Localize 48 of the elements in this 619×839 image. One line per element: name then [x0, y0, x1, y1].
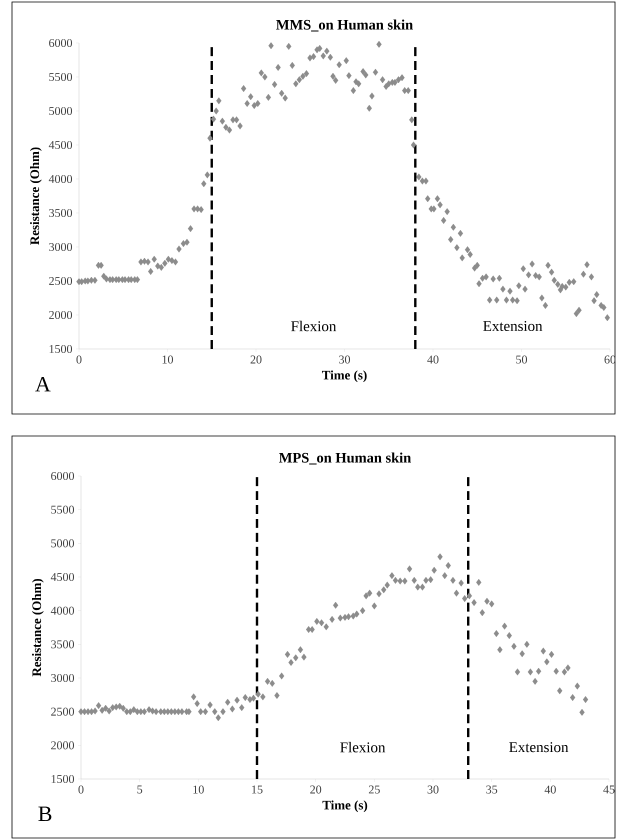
x-tick-label: 40: [427, 355, 438, 364]
y-tick-label: 2500: [50, 708, 74, 716]
annotation: Flexion: [340, 742, 386, 752]
x-tick-label: 40: [544, 786, 556, 794]
chart-title: MPS_on Human skin: [278, 452, 411, 465]
y-tick-label: 4500: [48, 140, 72, 150]
annotation: Flexion: [290, 320, 336, 332]
x-tick-label: 45: [603, 786, 614, 794]
text: B: [38, 806, 52, 822]
x-tick-label: 10: [193, 786, 204, 794]
x-tick-label: 5: [137, 786, 142, 794]
y-tick-label: 5500: [49, 72, 72, 82]
text: A: [35, 376, 51, 392]
x-tick-label: 20: [250, 355, 262, 364]
y-tick-label: 4500: [50, 572, 74, 582]
y-tick-label: 3000: [51, 674, 74, 682]
y-tick-label: 6000: [50, 472, 74, 480]
y-tick-label: 4000: [48, 174, 72, 184]
x-tick-label: 0: [76, 355, 82, 364]
y-tick-label: 3000: [49, 242, 72, 252]
y-tick-label: 6000: [48, 38, 72, 48]
x-tick-label: 0: [78, 786, 84, 794]
y-tick-label: 5000: [49, 106, 72, 116]
x-tick-label: 25: [368, 786, 380, 794]
x-tick-label: 20: [310, 786, 322, 794]
y-tick-label: 5500: [51, 506, 74, 514]
y-tick-label: 2000: [50, 741, 74, 750]
y-tick-label: 5000: [51, 539, 74, 548]
chart-title: MMS_on Human skin: [276, 19, 413, 32]
y-tick-label: 2000: [48, 310, 72, 320]
y-tick-label: 3500: [49, 208, 72, 218]
y-tick-label: 1500: [49, 344, 72, 354]
y-tick-label: 2500: [48, 276, 72, 286]
annotation: Extension: [509, 742, 568, 752]
x-tick-label: 10: [162, 355, 173, 364]
x-tick-label: 30: [338, 355, 350, 364]
x-tick-label: 30: [427, 786, 438, 794]
x-tick-label: 35: [486, 786, 498, 794]
x-axis-title: Time (s): [322, 370, 367, 382]
x-axis-title: Time (s): [322, 800, 368, 812]
y-tick-label: 3500: [51, 640, 74, 648]
y-axis-title: Resistance (Ohm): [30, 147, 42, 245]
x-tick-label: 50: [516, 355, 527, 364]
y-tick-label: 1500: [51, 774, 74, 784]
annotation: Extension: [483, 321, 542, 332]
y-axis-title: Resistance (Ohm): [32, 578, 44, 676]
x-tick-label: 15: [252, 786, 262, 794]
y-tick-label: 4000: [50, 606, 74, 615]
